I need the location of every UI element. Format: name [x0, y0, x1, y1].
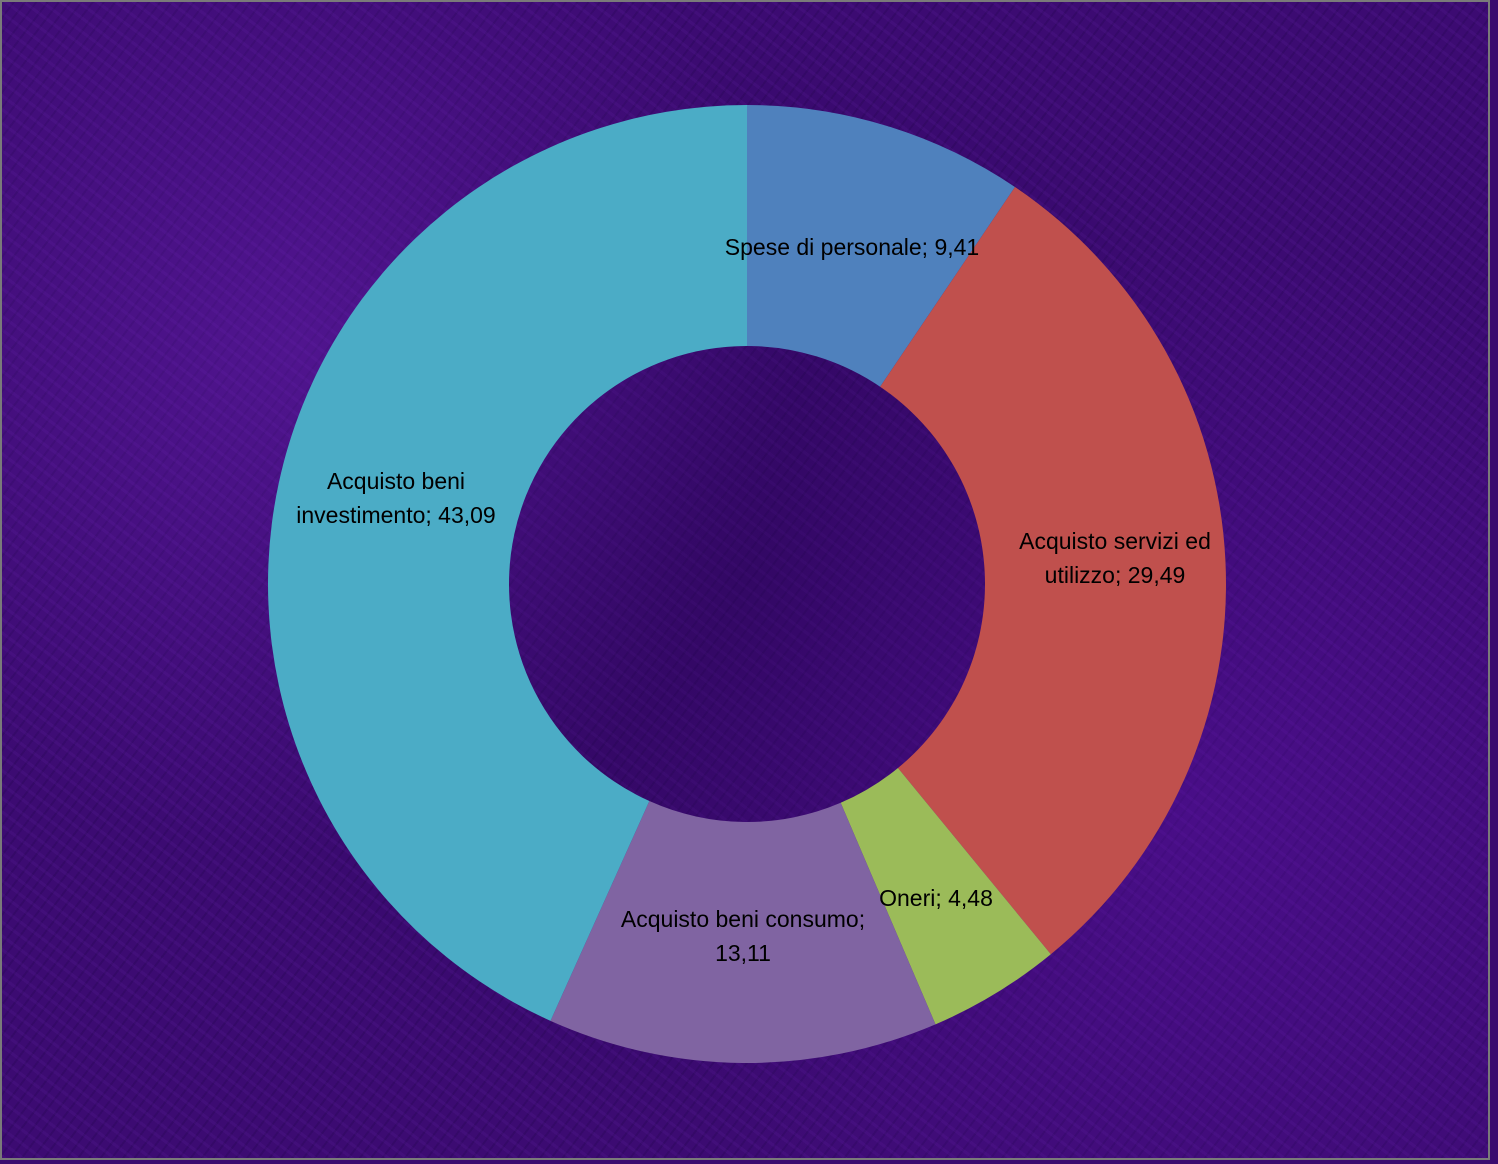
slice-label-line: Acquisto servizi ed: [1019, 528, 1211, 554]
slice-oneri: [840, 767, 1051, 1025]
slice-label-line: investimento; 43,09: [296, 502, 495, 528]
slice-label-line: utilizzo; 29,49: [1045, 562, 1186, 588]
slice-label-acquisto-servizi-ed-utilizzo: Acquisto servizi ed utilizzo; 29,49: [1019, 528, 1211, 588]
slice-label-spese-di-personale: Spese di personale; 9,41: [725, 234, 979, 260]
slice-label-line: Spese di personale; 9,41: [725, 234, 979, 260]
slice-acquisto-beni-consumo: [550, 801, 936, 1063]
slice-acquisto-servizi-ed-utilizzo: [880, 186, 1226, 955]
slice-label-acquisto-beni-investimento: Acquisto beni investimento; 43,09: [296, 468, 495, 528]
slice-spese-di-personale: [747, 105, 1015, 387]
slice-label-oneri: Oneri; 4,48: [879, 885, 993, 911]
slice-label-line: Acquisto beni: [327, 468, 465, 494]
slice-label-line: Oneri; 4,48: [879, 885, 993, 911]
slice-label-line: Acquisto beni consumo;: [621, 906, 865, 932]
slice-acquisto-beni-investimento: [267, 105, 747, 1021]
donut-slices: [267, 105, 1226, 1063]
slice-labels: Spese di personale; 9,41 Acquisto servizi…: [296, 234, 1211, 966]
slice-label-line: 13,11: [715, 940, 771, 966]
slice-label-acquisto-beni-consumo: Acquisto beni consumo; 13,11: [621, 906, 865, 966]
